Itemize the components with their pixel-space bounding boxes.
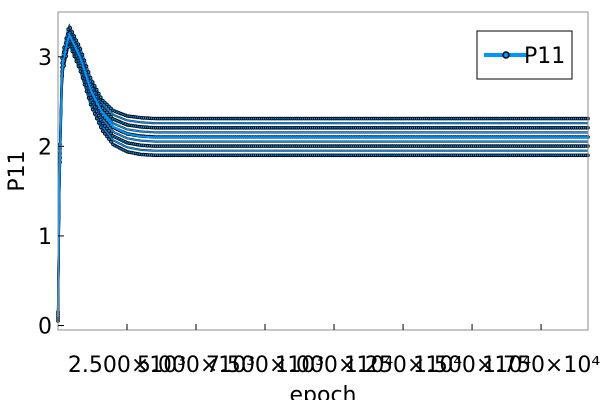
x-tick-label: 1.750×10⁴ [482, 353, 600, 378]
series-marker [92, 112, 97, 116]
legend-marker-p11 [502, 51, 510, 59]
series-marker [76, 42, 81, 47]
series-marker [97, 121, 101, 125]
x-tick-label: 2.500×10³ [68, 353, 186, 378]
series-marker [88, 76, 93, 80]
series-marker [99, 125, 103, 130]
series-marker [103, 132, 107, 136]
series-marker [107, 112, 111, 117]
series-marker [88, 102, 93, 107]
x-tick-label: 1.500×10⁴ [413, 353, 531, 378]
series-marker [109, 131, 113, 136]
series-marker [105, 110, 109, 115]
series-band-line [57, 26, 588, 314]
series-marker [82, 58, 87, 63]
series-marker [107, 129, 111, 133]
y-ticks: 0 1 2 3 [38, 46, 64, 340]
x-tick-label: 1.250×10⁴ [344, 353, 462, 378]
series-marker [92, 84, 97, 88]
series-marker [90, 107, 95, 112]
series-marker [105, 134, 109, 139]
series-marker [94, 87, 99, 92]
series-marker [86, 70, 91, 74]
series-marker [109, 106, 113, 111]
series-marker [103, 108, 107, 113]
series-marker [101, 98, 105, 103]
legend: P11 [476, 30, 573, 80]
series-marker [99, 118, 103, 122]
x-axis-label: epoch [290, 383, 357, 400]
series-marker [78, 47, 83, 51]
legend-label-p11: P11 [524, 44, 565, 69]
series-marker [101, 129, 105, 134]
series-marker [101, 106, 105, 110]
series-band-line [57, 40, 588, 320]
x-tick-label: 1.000×10⁴ [275, 353, 393, 378]
series-marker [84, 64, 89, 68]
x-tick-label: 7.500×10³ [206, 353, 324, 378]
x-tick-label: 5.000×10³ [137, 353, 255, 378]
series-marker [88, 96, 93, 100]
series-marker [103, 124, 107, 128]
plot-frame [57, 11, 589, 331]
series-marker [94, 109, 99, 113]
y-tick-label: 1 [38, 225, 52, 250]
series-marker [72, 34, 77, 38]
series-marker [74, 38, 79, 43]
series-center-line [57, 32, 588, 317]
x-ticks: 2.500×10³5.000×10³7.500×10³1.000×10⁴1.25… [68, 324, 600, 378]
y-tick-label: 2 [38, 135, 52, 160]
series-marker [97, 99, 101, 103]
series-marker [107, 137, 111, 141]
series-marker [90, 80, 95, 84]
series-marker [97, 113, 101, 118]
series-marker [109, 139, 113, 144]
series-marker [92, 105, 97, 109]
y-tick-label: 3 [38, 46, 52, 71]
series-marker [105, 126, 109, 131]
series-marker [70, 30, 75, 34]
y-axis-label: P11 [5, 150, 30, 191]
series-band-line [57, 35, 588, 318]
series-marker [90, 100, 95, 105]
series-layer [56, 23, 590, 323]
series-marker [80, 52, 85, 57]
series-marker [107, 104, 111, 109]
series-marker [94, 116, 99, 121]
y-tick-label: 0 [38, 315, 52, 340]
series-band-line [57, 31, 588, 316]
series-marker [97, 91, 101, 96]
series-marker [101, 121, 105, 126]
series-marker [109, 114, 113, 119]
series-marker [68, 26, 72, 30]
series-p11 [56, 23, 590, 323]
series-marker [99, 95, 103, 100]
series-marker [105, 102, 109, 107]
